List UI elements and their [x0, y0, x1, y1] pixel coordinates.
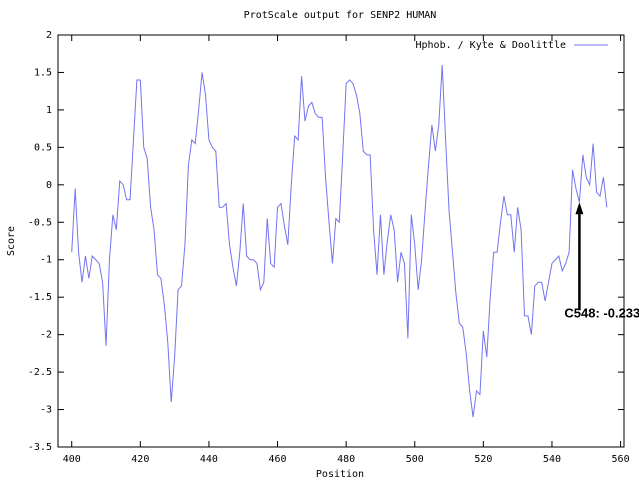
y-tick-label: -3.5: [28, 442, 52, 453]
x-tick-label: 480: [337, 454, 355, 465]
x-tick-label: 400: [63, 454, 81, 465]
x-tick-label: 440: [200, 454, 218, 465]
x-axis-label: Position: [316, 469, 364, 480]
y-tick-label: -1.5: [28, 292, 52, 303]
x-tick-label: 460: [269, 454, 287, 465]
plot-frame: [57, 34, 625, 448]
y-tick-label: 0.5: [34, 142, 52, 153]
x-tick-label: 420: [131, 454, 149, 465]
y-tick-label: -3: [40, 405, 52, 416]
x-tick-label: 500: [406, 454, 424, 465]
legend-label: Hphob. / Kyte & Doolittle: [415, 40, 566, 51]
y-tick-label: -2: [40, 330, 52, 341]
x-tick-label: 520: [474, 454, 492, 465]
x-tick-label: 560: [612, 454, 630, 465]
y-tick-label: 0: [46, 180, 52, 191]
x-tick-label: 540: [543, 454, 561, 465]
line-series: [71, 64, 608, 418]
chart-title: ProtScale output for SENP2 HUMAN: [244, 10, 437, 21]
annotation-arrowhead: [575, 202, 584, 215]
y-tick-label: 2: [46, 30, 52, 41]
y-tick-label: 1.5: [34, 67, 52, 78]
y-tick-label: -0.5: [28, 217, 52, 228]
y-tick-label: -1: [40, 255, 52, 266]
y-axis-label: Score: [6, 226, 17, 256]
annotation: C548: -0.233: [564, 306, 639, 321]
y-tick-label: -2.5: [28, 367, 52, 378]
y-tick-label: 1: [46, 105, 52, 116]
